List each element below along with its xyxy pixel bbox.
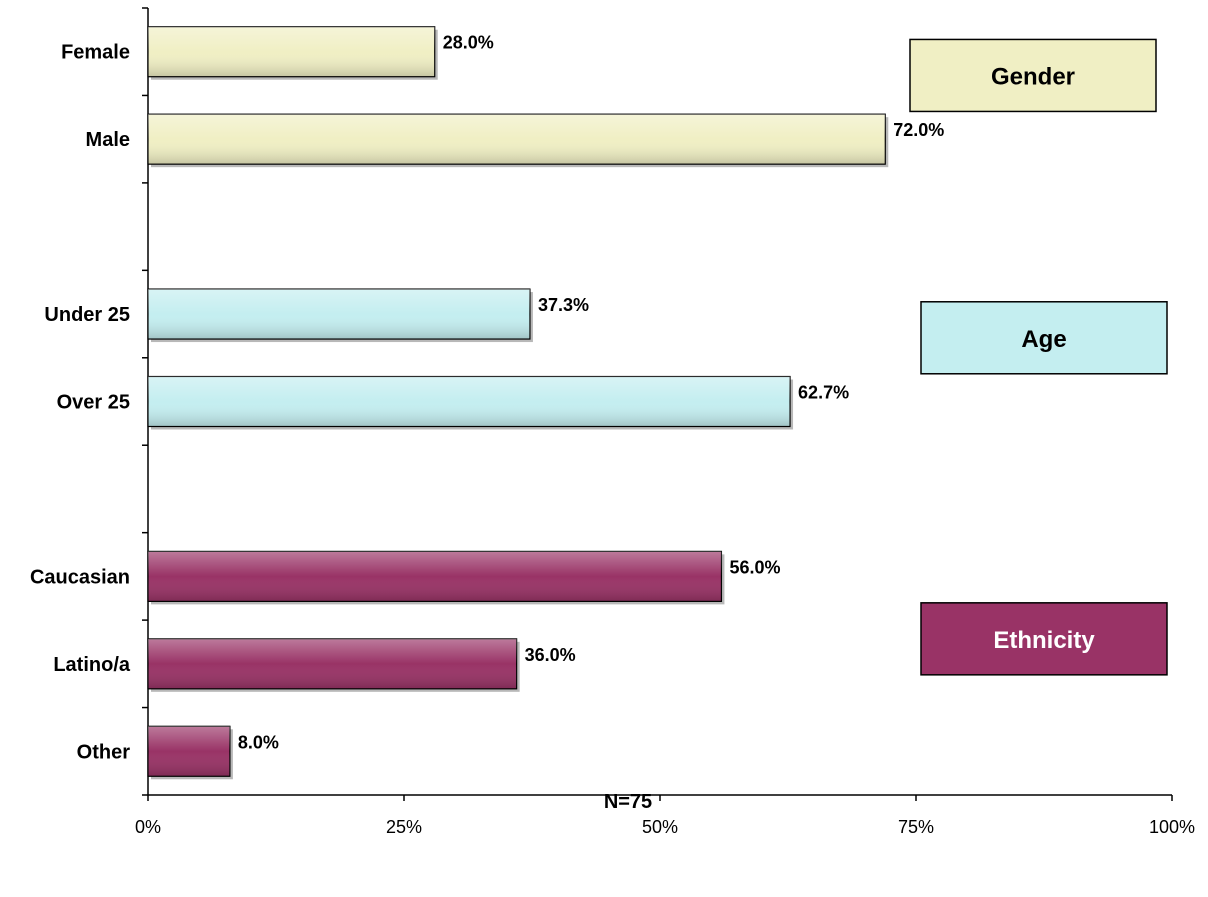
legend: Gender Age Ethnicity	[909, 38, 1168, 676]
legend-label-gender: Gender	[991, 63, 1075, 90]
bar-highlight	[148, 289, 530, 340]
legend-box-age	[920, 301, 1168, 375]
category-label-female: Female	[61, 42, 130, 64]
bar-highlight	[148, 726, 230, 777]
legend-box-gender	[909, 38, 1157, 113]
x-tick-label: 0%	[135, 817, 161, 837]
value-label-latino-a: 36.0%	[525, 645, 576, 665]
x-tick-label: 25%	[386, 817, 422, 837]
category-label-over-25: Over 25	[57, 392, 130, 414]
category-label-male: Male	[86, 129, 130, 151]
value-label-under-25: 37.3%	[538, 295, 589, 315]
value-label-over-25: 62.7%	[798, 383, 849, 403]
legend-label-age: Age	[1021, 326, 1066, 353]
bar-highlight	[148, 376, 791, 427]
x-tick-label: 50%	[642, 817, 678, 837]
value-label-female: 28.0%	[443, 33, 494, 53]
value-label-other: 8.0%	[238, 732, 279, 752]
value-label-male: 72.0%	[893, 120, 944, 140]
legend-box-ethnicity	[920, 602, 1168, 676]
bars: Female 28.0% Male 72.0% Under 25 37.3% Over 25…	[30, 26, 944, 780]
bar-highlight	[148, 26, 435, 77]
category-label-caucasian: Caucasian	[30, 566, 130, 588]
category-label-latino-a: Latino/a	[53, 654, 131, 676]
bar-highlight	[148, 551, 722, 602]
x-tick-label: 75%	[898, 817, 934, 837]
category-label-other: Other	[77, 741, 131, 763]
x-axis-label: N=75	[604, 791, 652, 813]
bar-highlight	[148, 638, 517, 689]
category-label-under-25: Under 25	[44, 304, 130, 326]
legend-label-ethnicity: Ethnicity	[993, 627, 1095, 654]
value-label-caucasian: 56.0%	[729, 557, 780, 577]
bar-highlight	[148, 114, 886, 165]
x-tick-label: 100%	[1149, 817, 1195, 837]
